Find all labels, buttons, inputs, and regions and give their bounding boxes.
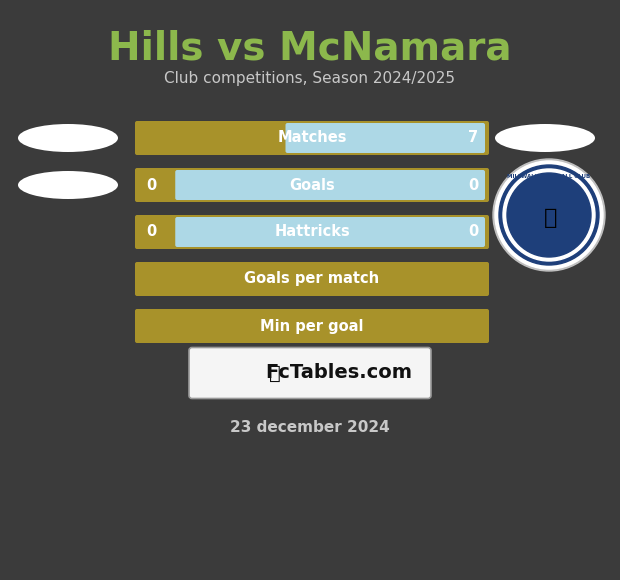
- FancyBboxPatch shape: [135, 168, 489, 202]
- Text: 7: 7: [468, 130, 478, 146]
- Text: 23 december 2024: 23 december 2024: [230, 420, 390, 436]
- Text: 0: 0: [468, 177, 478, 193]
- Circle shape: [503, 169, 595, 261]
- FancyBboxPatch shape: [135, 215, 489, 249]
- FancyBboxPatch shape: [135, 262, 489, 296]
- Circle shape: [495, 161, 603, 269]
- Circle shape: [507, 173, 591, 257]
- FancyBboxPatch shape: [285, 123, 485, 153]
- Text: 📊: 📊: [268, 364, 280, 382]
- Text: Matches: Matches: [277, 130, 347, 146]
- Text: FcTables.com: FcTables.com: [265, 364, 412, 382]
- Text: Min per goal: Min per goal: [260, 318, 364, 333]
- Text: Hattricks: Hattricks: [274, 224, 350, 240]
- FancyBboxPatch shape: [135, 309, 489, 343]
- Text: Hills vs McNamara: Hills vs McNamara: [108, 29, 511, 67]
- Text: 🦁: 🦁: [544, 208, 557, 228]
- Ellipse shape: [18, 124, 118, 152]
- Circle shape: [499, 165, 599, 265]
- Text: Goals per match: Goals per match: [244, 271, 379, 287]
- Text: Goals: Goals: [289, 177, 335, 193]
- FancyBboxPatch shape: [175, 217, 485, 247]
- Text: 1885: 1885: [540, 251, 558, 256]
- Text: Club competitions, Season 2024/2025: Club competitions, Season 2024/2025: [164, 71, 456, 85]
- Text: MILLWALL FOOTBALL CLUB: MILLWALL FOOTBALL CLUB: [507, 173, 591, 179]
- Text: 0: 0: [146, 177, 156, 193]
- Text: 0: 0: [146, 224, 156, 240]
- Ellipse shape: [495, 124, 595, 152]
- Circle shape: [493, 159, 605, 271]
- FancyBboxPatch shape: [135, 121, 489, 155]
- Ellipse shape: [18, 171, 118, 199]
- FancyBboxPatch shape: [175, 170, 485, 200]
- FancyBboxPatch shape: [189, 347, 431, 398]
- Text: 0: 0: [468, 224, 478, 240]
